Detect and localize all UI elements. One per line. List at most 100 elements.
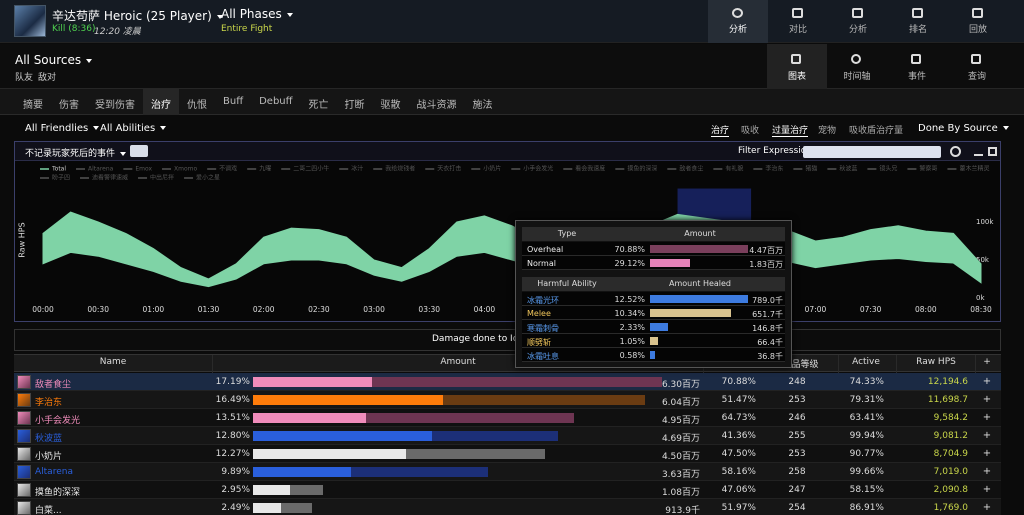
row-expand[interactable]: + (982, 412, 992, 423)
nav-label[interactable]: 分析 (728, 25, 747, 35)
player-name[interactable]: 秋波蓝 (35, 434, 63, 444)
column-header[interactable]: Raw HPS (916, 357, 956, 367)
metric-toggle[interactable]: 宠物 (818, 126, 837, 136)
legend-label[interactable]: 九曜 (259, 165, 271, 173)
player-name[interactable]: 小手会发光 (35, 416, 81, 426)
tab[interactable]: 驱散 (380, 100, 401, 111)
player-name[interactable]: Altarena (35, 467, 73, 477)
metric-toggle[interactable]: 过量治疗 (772, 123, 809, 137)
legend-label[interactable]: 藿木兰精灵 (959, 165, 989, 173)
player-name[interactable]: 李治东 (35, 398, 63, 408)
legend-label[interactable]: 警察哥 (919, 165, 937, 173)
toggle[interactable] (130, 145, 148, 157)
view-button[interactable] (947, 44, 1007, 89)
legend-label[interactable]: 有礼貌 (725, 165, 743, 173)
tab[interactable]: Buff (223, 96, 244, 107)
tab[interactable]: 受到伤害 (95, 100, 135, 111)
tab[interactable]: 战斗资源 (416, 100, 457, 111)
phase-select[interactable]: All Phases (221, 7, 293, 21)
metric-toggle[interactable]: 吸收盾治疗量 (849, 126, 904, 136)
nav-label[interactable]: 排名 (908, 25, 927, 35)
view-label[interactable]: 图表 (787, 72, 806, 82)
tab[interactable]: 摘要 (23, 100, 43, 111)
legend-label[interactable]: 迪看警律速威 (92, 174, 128, 182)
legend-label[interactable]: 镜头兄 (879, 165, 897, 173)
tab[interactable]: 伤害 (59, 100, 79, 111)
damage-target-label[interactable]: Damage done to Ice T (432, 334, 532, 344)
column-header[interactable]: Amount (440, 357, 476, 367)
legend-label[interactable]: Total (51, 166, 66, 173)
row-expand[interactable]: + (982, 448, 992, 459)
row-expand[interactable]: + (982, 502, 992, 513)
view-label[interactable]: 时间轴 (843, 72, 871, 82)
legend-label[interactable]: 盼子四 (52, 174, 70, 182)
legend-label[interactable]: 冰汁 (351, 165, 363, 173)
filter-select[interactable]: All Friendlies (25, 123, 99, 134)
legend-label[interactable]: 秋波蓝 (839, 165, 857, 173)
settings-icon[interactable] (950, 146, 961, 157)
filter-select[interactable]: All Abilities (100, 123, 166, 134)
class-icon (17, 429, 31, 443)
tooltip-label: Melee (527, 309, 551, 318)
legend-label[interactable]: 猪猫 (805, 165, 817, 173)
nav-label[interactable]: 对比 (788, 25, 807, 35)
view-button[interactable] (827, 44, 887, 89)
minimize-icon[interactable] (974, 154, 983, 156)
legend-label[interactable]: 中出尼拌 (150, 174, 174, 182)
legend-label[interactable]: 爱小之星 (196, 174, 220, 182)
legend-label[interactable]: Altarena (88, 166, 114, 173)
player-name[interactable]: 小奶片 (35, 452, 63, 462)
legend-label[interactable]: 小奶片 (483, 165, 501, 173)
legend-label[interactable]: 我给烧钱者 (385, 165, 415, 173)
death-option[interactable]: 不记录玩家死后的事件 (25, 146, 126, 159)
view-label[interactable]: 事件 (907, 72, 926, 82)
player-name[interactable]: 敌者食尘 (35, 380, 72, 390)
nav-label[interactable]: 回放 (968, 25, 987, 35)
tab[interactable]: 施法 (472, 100, 493, 111)
row-expand[interactable]: + (982, 376, 992, 387)
player-name[interactable]: 摸鱼的深深 (35, 488, 81, 498)
filter-input[interactable] (803, 146, 941, 158)
column-header[interactable]: Active (852, 357, 880, 367)
tab[interactable]: 死亡 (308, 100, 329, 111)
row-expand[interactable]: + (982, 430, 992, 441)
source-sub[interactable]: 队友 (15, 73, 34, 83)
legend-label[interactable]: 看会我速度 (575, 165, 605, 173)
boss-title[interactable]: 辛达苟萨 Heroic (25 Player) (52, 7, 223, 24)
nav-label[interactable]: 分析 (848, 25, 867, 35)
maximize-icon[interactable] (988, 147, 997, 156)
player-name[interactable]: 白菜... (35, 506, 62, 515)
tab[interactable]: 仇恨 (187, 100, 207, 111)
amount: 3.63百万 (661, 470, 700, 480)
tab[interactable]: Debuff (259, 96, 293, 107)
tab[interactable]: 打断 (344, 100, 365, 111)
legend-label[interactable]: 摸鱼的深深 (627, 165, 657, 173)
legend-label[interactable]: 不调戏 (219, 165, 237, 173)
view-button[interactable] (887, 44, 947, 89)
raw-hps: 12,194.6 (927, 377, 968, 387)
column-header[interactable]: + (983, 357, 991, 367)
row-expand[interactable]: + (982, 484, 992, 495)
nav-button[interactable] (708, 0, 768, 43)
legend-label[interactable]: 天衣打击 (437, 165, 461, 173)
legend-label[interactable]: Xmomo (174, 166, 197, 173)
legend-label[interactable]: 小手会发光 (523, 165, 553, 173)
legend-label[interactable]: 二哥二四小牛 (293, 165, 329, 173)
legend-label[interactable]: 李治东 (765, 165, 783, 173)
legend-label[interactable]: Emox (135, 166, 152, 173)
tab[interactable]: 治疗 (143, 89, 179, 115)
tooltip-amount: 36.8千 (757, 352, 783, 361)
source-sub[interactable]: 敌对 (38, 73, 57, 83)
column-header[interactable]: Name (99, 357, 127, 367)
source-title[interactable]: All Sources (15, 53, 92, 67)
column-header[interactable]: 品等级 (791, 360, 819, 370)
row-expand[interactable]: + (982, 466, 992, 477)
view-button[interactable] (767, 44, 827, 89)
metric-toggle[interactable]: 吸收 (741, 126, 760, 136)
metric-toggle[interactable]: 治疗 (711, 123, 730, 137)
legend-label[interactable]: 敌者食尘 (679, 165, 703, 173)
done-by-select[interactable]: Done By Source (918, 123, 1009, 134)
row-expand[interactable]: + (982, 394, 992, 405)
view-label[interactable]: 查询 (967, 72, 986, 82)
overheal: 47.06% (721, 485, 756, 495)
